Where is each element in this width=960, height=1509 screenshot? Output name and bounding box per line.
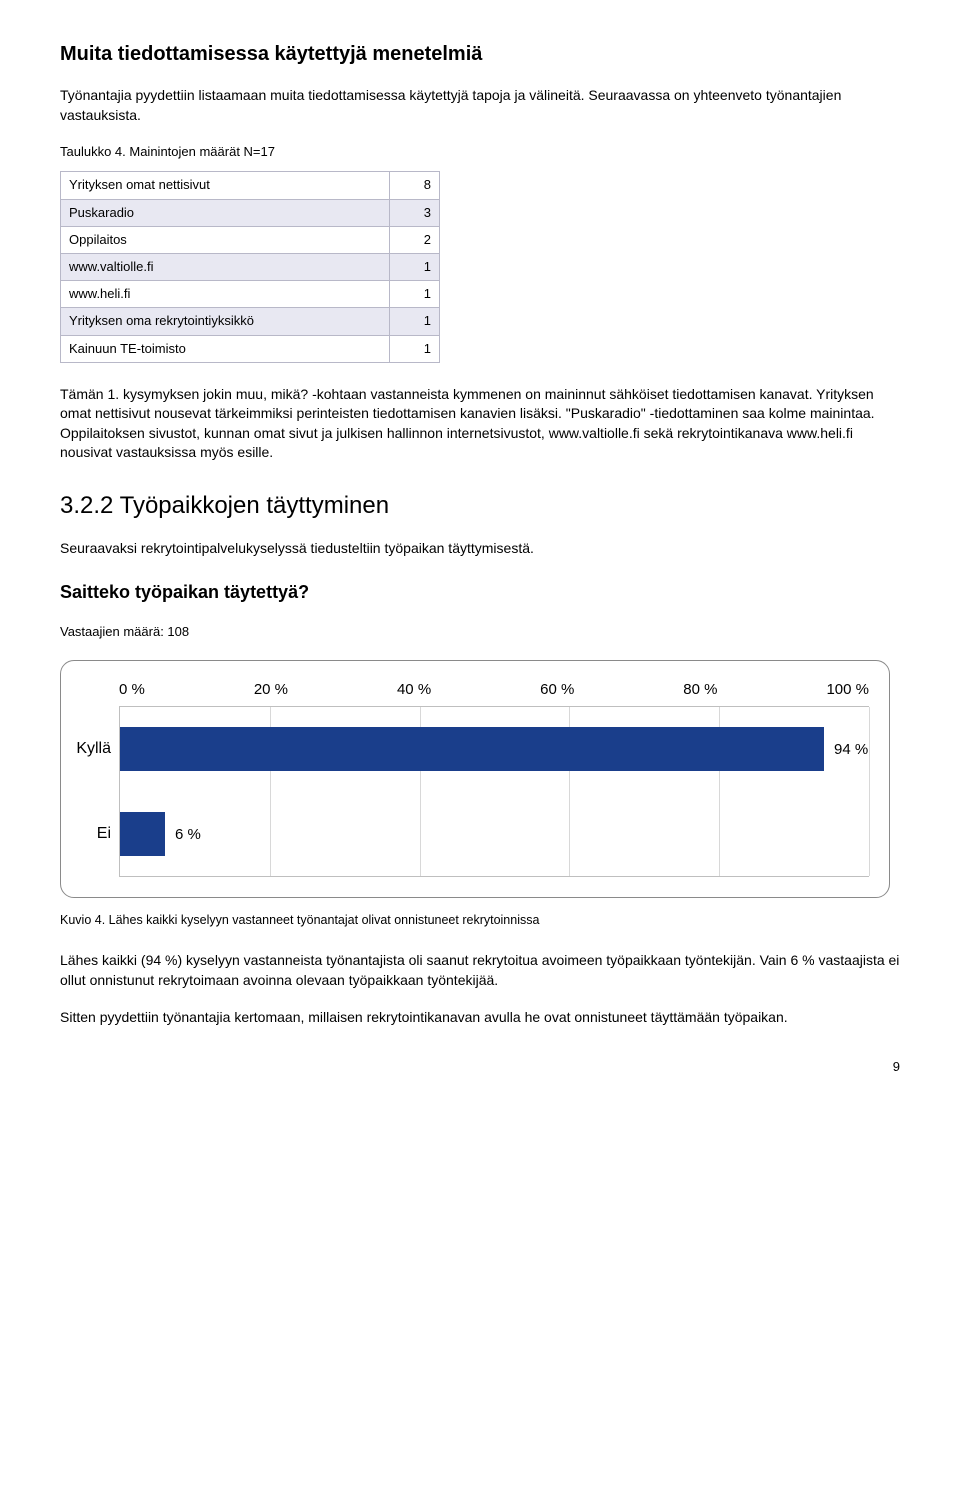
- table-cell-label: www.heli.fi: [61, 281, 390, 308]
- x-tick-label: 100 %: [826, 679, 869, 700]
- heading-methods: Muita tiedottamisessa käytettyjä menetel…: [60, 40, 900, 68]
- bar-chart-frame: KylläEi 0 % 20 % 40 % 60 % 80 % 100 % 94 % 6 %: [60, 660, 890, 898]
- table-cell-label: www.valtiolle.fi: [61, 253, 390, 280]
- table-cell-label: Yrityksen omat nettisivut: [61, 172, 390, 199]
- respondent-count: Vastaajien määrä: 108: [60, 623, 900, 641]
- bar-row: 94 %: [120, 727, 869, 771]
- table-cell-value: 1: [390, 281, 440, 308]
- table-cell-label: Oppilaitos: [61, 226, 390, 253]
- chart-plot-area: 94 % 6 %: [119, 707, 869, 877]
- gridline: [869, 707, 870, 876]
- table-row: Kainuun TE-toimisto1: [61, 335, 440, 362]
- table-caption: Taulukko 4. Mainintojen määrät N=17: [60, 143, 900, 161]
- x-tick-label: 20 %: [254, 679, 288, 700]
- survey-question: Saitteko työpaikan täytettyä?: [60, 580, 900, 605]
- bar: [120, 727, 824, 771]
- table-cell-value: 2: [390, 226, 440, 253]
- x-tick-label: 0 %: [119, 679, 145, 700]
- mentions-table: Yrityksen omat nettisivut8Puskaradio3Opp…: [60, 171, 440, 362]
- bar: [120, 812, 165, 856]
- x-tick-label: 60 %: [540, 679, 574, 700]
- after-table-paragraph: Tämän 1. kysymyksen jokin muu, mikä? -ko…: [60, 385, 900, 463]
- chart-x-axis: 0 % 20 % 40 % 60 % 80 % 100 %: [119, 679, 869, 707]
- bar-row: 6 %: [120, 812, 869, 856]
- section-intro: Seuraavaksi rekrytointipalvelukyselyssä …: [60, 539, 900, 559]
- table-row: www.heli.fi1: [61, 281, 440, 308]
- table-cell-value: 1: [390, 335, 440, 362]
- section-heading-3-2-2: 3.2.2 Työpaikkojen täyttyminen: [60, 489, 900, 523]
- bar-value-label: 6 %: [175, 824, 201, 845]
- chart-y-axis: KylläEi: [71, 679, 119, 877]
- y-category-label: Ei: [71, 792, 111, 877]
- intro-paragraph: Työnantajia pyydettiin listaamaan muita …: [60, 86, 900, 125]
- chart-caption: Kuvio 4. Lähes kaikki kyselyyn vastannee…: [60, 912, 900, 930]
- table-cell-value: 3: [390, 199, 440, 226]
- closing-paragraph-2: Sitten pyydettiin työnantajia kertomaan,…: [60, 1008, 900, 1028]
- table-row: www.valtiolle.fi1: [61, 253, 440, 280]
- table-row: Yrityksen omat nettisivut8: [61, 172, 440, 199]
- table-cell-value: 1: [390, 308, 440, 335]
- table-row: Oppilaitos2: [61, 226, 440, 253]
- page-number: 9: [60, 1058, 900, 1076]
- table-row: Yrityksen oma rekrytointiyksikkö1: [61, 308, 440, 335]
- y-category-label: Kyllä: [71, 707, 111, 792]
- x-tick-label: 80 %: [683, 679, 717, 700]
- table-cell-label: Yrityksen oma rekrytointiyksikkö: [61, 308, 390, 335]
- table-cell-label: Puskaradio: [61, 199, 390, 226]
- closing-paragraph-1: Lähes kaikki (94 %) kyselyyn vastanneist…: [60, 951, 900, 990]
- bar-value-label: 94 %: [834, 739, 868, 760]
- table-cell-value: 8: [390, 172, 440, 199]
- x-tick-label: 40 %: [397, 679, 431, 700]
- table-cell-label: Kainuun TE-toimisto: [61, 335, 390, 362]
- table-row: Puskaradio3: [61, 199, 440, 226]
- table-cell-value: 1: [390, 253, 440, 280]
